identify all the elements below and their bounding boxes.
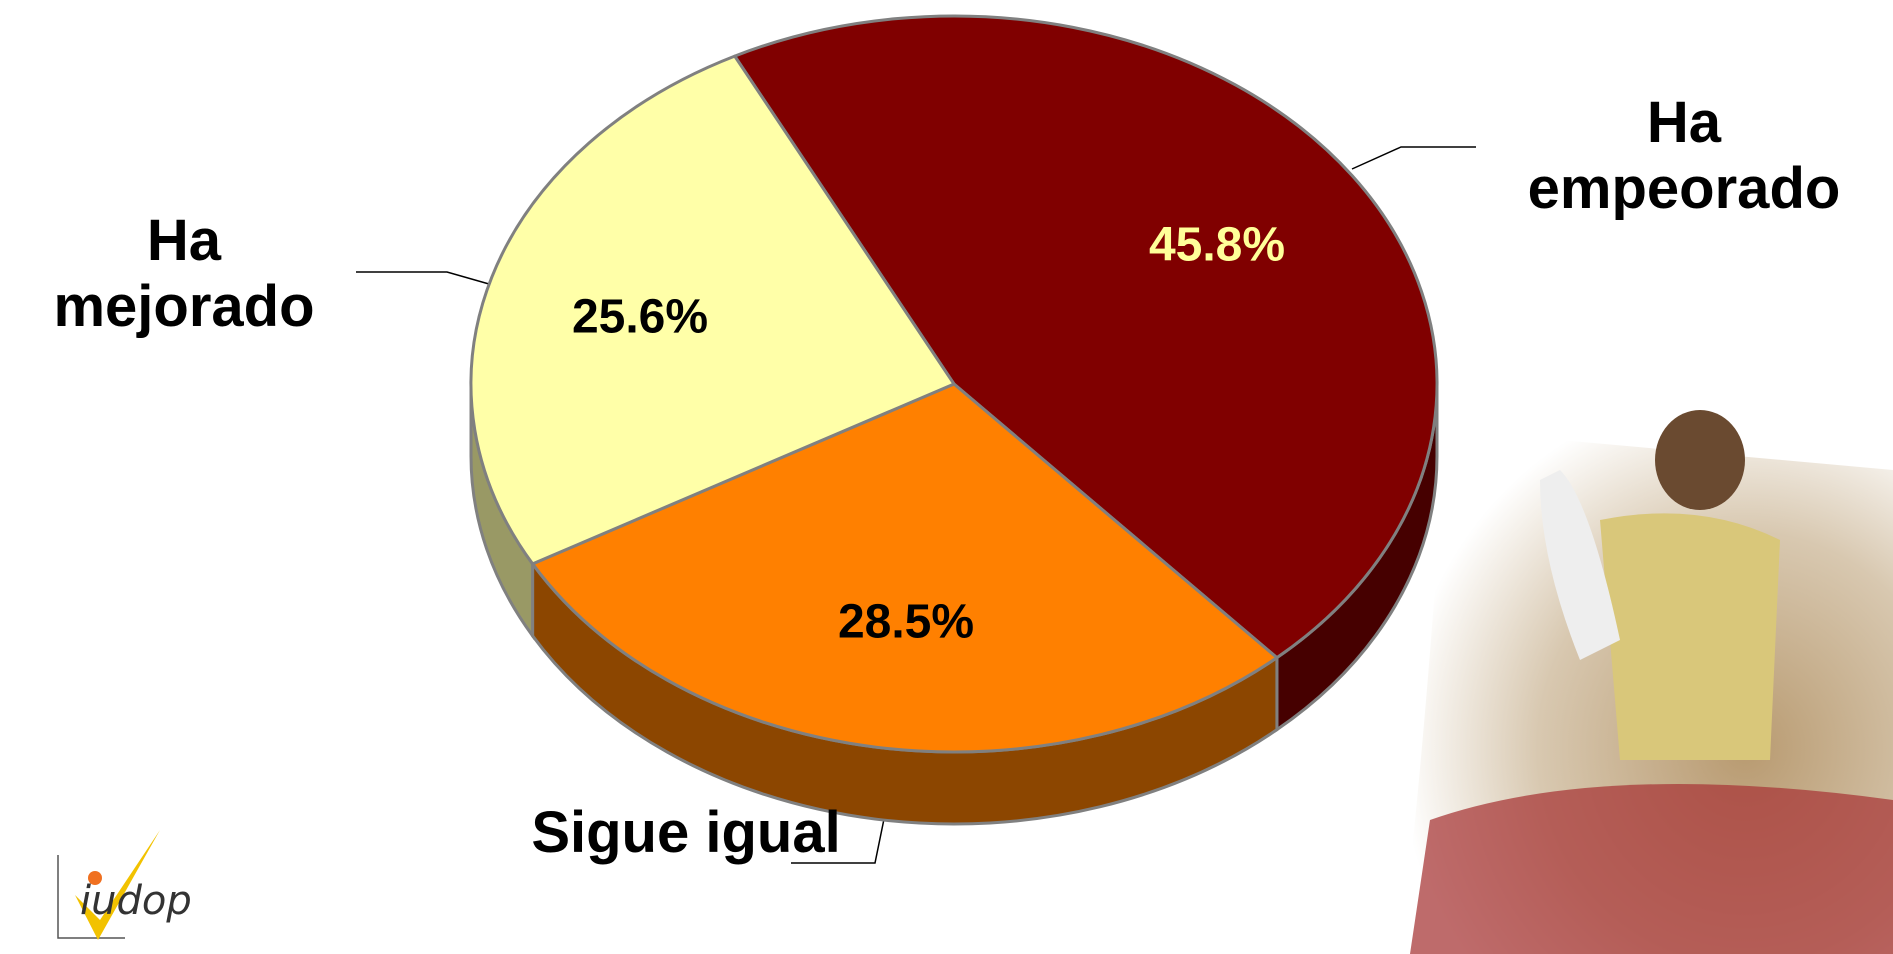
pie-slice	[469, 54, 956, 566]
value-label: 45.8%	[1149, 219, 1285, 272]
logo-mark	[57, 830, 160, 940]
value-label: 28.5%	[838, 596, 974, 649]
leader-lines	[356, 146, 1476, 864]
category-label: Sigue igual	[531, 800, 841, 865]
category-label: Ha mejorado	[53, 208, 315, 339]
pie-tops	[469, 14, 1439, 754]
pie-slice	[733, 14, 1439, 660]
photo	[1400, 410, 1893, 954]
category-label: Ha empeorado	[1527, 90, 1841, 221]
pie-slice	[531, 382, 1279, 754]
value-label: 25.6%	[572, 291, 708, 344]
logo: iudop	[80, 878, 192, 924]
